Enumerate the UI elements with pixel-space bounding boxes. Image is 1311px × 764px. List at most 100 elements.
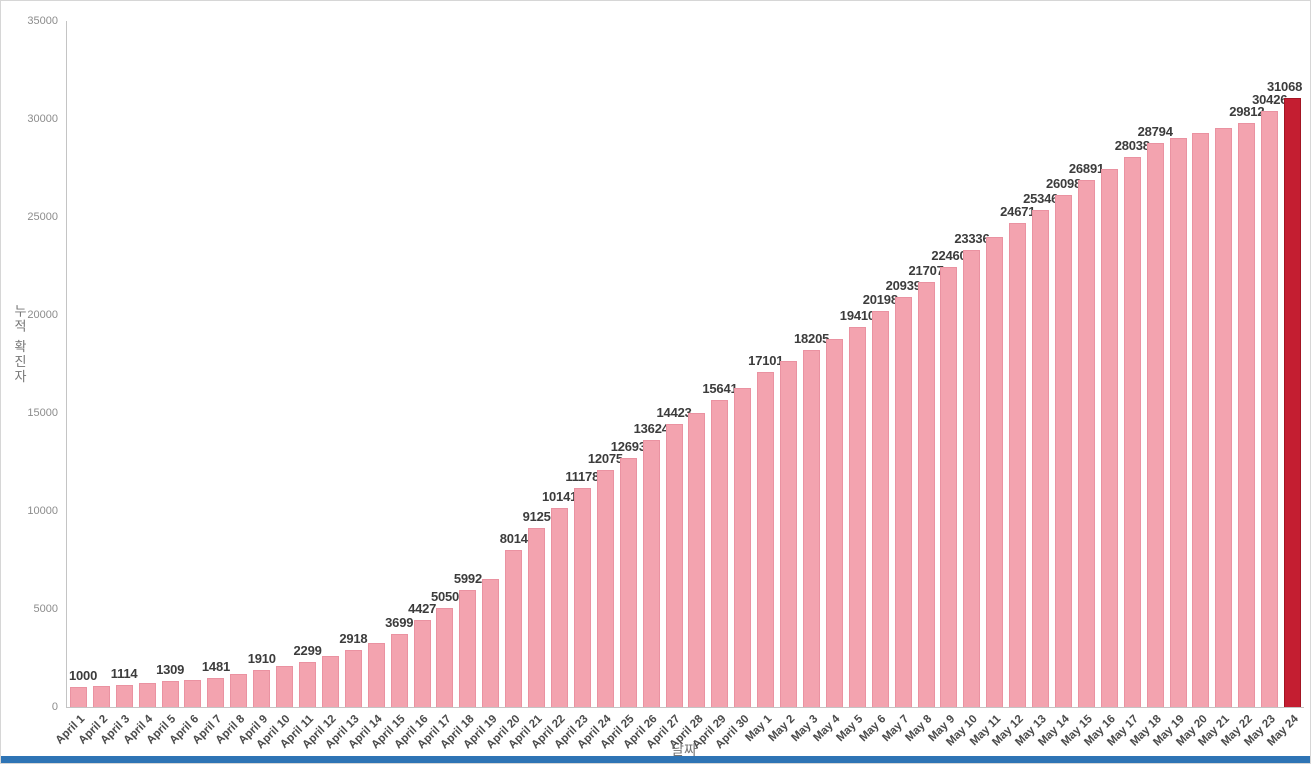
bar-value-label: 15641	[702, 381, 738, 396]
bar-value-label: 5050	[430, 589, 460, 604]
bar	[1192, 133, 1210, 707]
bar	[1009, 223, 1027, 707]
bar	[688, 413, 706, 707]
bar	[711, 400, 729, 707]
bar	[253, 670, 271, 707]
bar-value-label: 14423	[656, 405, 692, 420]
bar-value-label: 11178	[565, 469, 600, 484]
bar	[1123, 157, 1141, 707]
bar	[161, 681, 179, 707]
bar	[299, 662, 317, 707]
bar	[367, 643, 385, 707]
plot-area: 0 5000 10000 15000 20000 25000 30000 35000 1000 A…	[27, 15, 1304, 752]
bar-value-label: 12693	[610, 439, 646, 454]
bar	[665, 424, 683, 707]
bar	[573, 488, 591, 707]
bar	[230, 674, 248, 707]
bar	[528, 528, 546, 707]
bar	[1215, 128, 1233, 707]
bar	[596, 470, 614, 707]
bar	[642, 440, 660, 707]
bar	[390, 634, 408, 707]
bar	[413, 620, 431, 707]
bar-value-label: 17101	[748, 353, 784, 368]
bar	[1032, 210, 1050, 707]
bar	[757, 372, 775, 707]
bar-value-label: 2299	[293, 643, 322, 658]
y-tick-label: 0	[51, 701, 58, 713]
bar	[894, 297, 912, 707]
bar	[344, 650, 362, 707]
bar	[1261, 111, 1279, 707]
bar	[184, 680, 202, 707]
y-tick-label: 30000	[27, 113, 58, 125]
y-tick-label: 15000	[27, 407, 58, 419]
bar	[207, 678, 225, 707]
bar	[940, 267, 958, 707]
bar-value-label: 26098	[1045, 176, 1082, 191]
bar-value-label: 1481	[201, 659, 231, 674]
bar	[848, 327, 866, 707]
bar-value-label: 1000	[69, 668, 98, 683]
bottom-blue-strip	[1, 756, 1310, 763]
bar-value-label: 22460	[931, 248, 967, 263]
bar	[1169, 138, 1187, 707]
bar	[963, 250, 981, 707]
y-tick-label: 5000	[33, 603, 58, 615]
bar	[1238, 123, 1256, 707]
bar-value-label: 20939	[885, 278, 921, 293]
bar	[482, 579, 500, 707]
bar	[1146, 143, 1164, 707]
bar	[321, 656, 339, 707]
bar-value-label: 8014	[499, 531, 528, 546]
bar	[115, 685, 133, 707]
bar	[825, 339, 843, 707]
bar	[1100, 169, 1118, 707]
bar	[1077, 180, 1095, 707]
bar	[436, 608, 454, 707]
bar	[734, 388, 752, 707]
bar	[780, 361, 798, 707]
y-axis-title: 누적 확진자	[12, 304, 27, 385]
bar-value-label: 2918	[339, 631, 368, 646]
bar	[917, 282, 935, 707]
bar-value-label: 18205	[793, 331, 830, 346]
bar	[551, 508, 568, 707]
bar-value-label: 31068	[1267, 79, 1303, 94]
bar-value-label: 9125	[522, 509, 551, 524]
bar	[276, 666, 294, 707]
bar-value-label: 24671	[1000, 204, 1036, 219]
bar-value-label: 13624	[633, 421, 669, 436]
bar	[92, 686, 110, 707]
bar	[802, 350, 820, 707]
bar	[619, 458, 637, 707]
bar	[871, 311, 889, 707]
bar-value-label: 5992	[453, 571, 482, 586]
bar-value-label: 4427	[408, 601, 437, 616]
bar-value-label: 23336	[954, 231, 990, 246]
bar-highlighted	[1284, 98, 1302, 707]
bar-value-label: 12075	[587, 451, 623, 466]
bar-value-label: 10141	[542, 489, 578, 504]
bar-value-label: 20198	[862, 292, 898, 307]
bar-value-label: 1910	[247, 651, 276, 666]
bar-value-label: 28038	[1114, 138, 1150, 153]
bar-value-label: 19410	[839, 308, 875, 323]
x-axis-title: 날짜	[671, 742, 697, 758]
bar-value-label: 21707	[908, 263, 944, 278]
bar	[1054, 195, 1072, 707]
bar	[138, 683, 156, 707]
bar	[505, 550, 523, 707]
bar-value-label: 1114	[110, 666, 138, 681]
bar-value-label: 3699	[385, 615, 414, 630]
y-tick-label: 35000	[27, 15, 58, 27]
bar	[986, 237, 1004, 707]
bar-value-label: 28794	[1137, 124, 1173, 139]
bar-value-label: 26891	[1068, 161, 1105, 176]
bar	[459, 590, 477, 707]
y-tick-label: 20000	[27, 309, 58, 321]
y-tick-label: 10000	[27, 505, 58, 517]
bar-value-label: 29812	[1229, 104, 1265, 119]
bar	[69, 687, 87, 707]
